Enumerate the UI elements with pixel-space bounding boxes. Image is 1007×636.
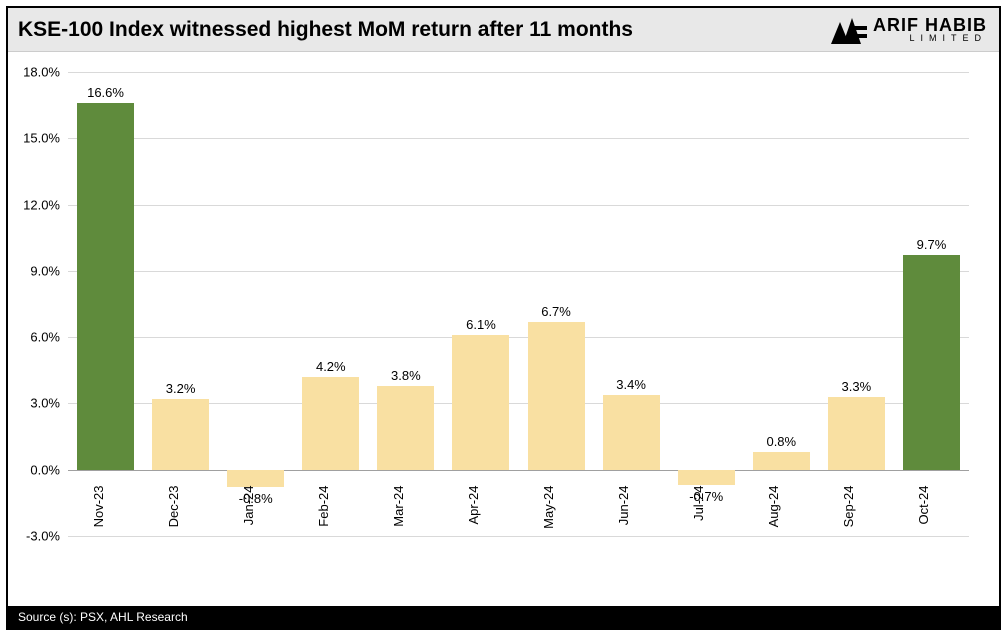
x-tick-label: Apr-24 [466, 485, 481, 524]
chart-title: KSE-100 Index witnessed highest MoM retu… [18, 18, 633, 42]
bar-value-label: 16.6% [87, 85, 124, 100]
y-tick-label: 0.0% [30, 462, 60, 477]
x-tick-label: Mar-24 [391, 485, 406, 526]
bar-value-label: 6.7% [541, 304, 571, 319]
gridline [68, 536, 969, 537]
bar-slot: 3.2% Dec-23 [143, 72, 218, 536]
bar [603, 395, 660, 470]
bar [903, 255, 960, 469]
bar-slot: -0.7%Jul-24 [669, 72, 744, 536]
bar-slot: 6.7% May-24 [519, 72, 594, 536]
bar-slot: 4.2% Feb-24 [293, 72, 368, 536]
logo-icon [831, 16, 867, 44]
chart-frame: KSE-100 Index witnessed highest MoM retu… [6, 6, 1001, 630]
brand-logo: ARIF HABIB LIMITED [831, 16, 987, 44]
bar-value-label: 0.8% [766, 434, 796, 449]
bar-slot: 3.8% Mar-24 [368, 72, 443, 536]
logo-sub: LIMITED [909, 34, 987, 43]
y-tick-label: 18.0% [23, 65, 60, 80]
x-tick-label: Jun-24 [616, 485, 631, 525]
bar-value-label: 3.4% [616, 377, 646, 392]
bar-slot: 9.7% Oct-24 [894, 72, 969, 536]
y-tick-label: 6.0% [30, 330, 60, 345]
bar-value-label: 9.7% [917, 237, 947, 252]
plot-region: -3.0%0.0%3.0%6.0%9.0%12.0%15.0%18.0%16.6… [68, 72, 969, 536]
y-tick-label: 12.0% [23, 197, 60, 212]
x-tick-label: Jan-24 [241, 485, 256, 525]
bar [77, 103, 134, 470]
bar [828, 397, 885, 470]
bar-slot: 6.1% Apr-24 [443, 72, 518, 536]
bar-value-label: 3.2% [166, 381, 196, 396]
logo-text: ARIF HABIB LIMITED [873, 16, 987, 43]
bar [302, 377, 359, 470]
source-text: Source (s): PSX, AHL Research [18, 610, 188, 624]
chart-area: -3.0% 0.0% 3.0% 6.0% 9.0% 12.0% 15.0% 18.0% 16.6… [8, 52, 999, 606]
bar [753, 452, 810, 470]
y-tick-label: 9.0% [30, 263, 60, 278]
bar-value-label: 6.1% [466, 317, 496, 332]
bar-value-label: 3.8% [391, 368, 421, 383]
x-tick-label: Sep-24 [841, 485, 856, 527]
bar [678, 470, 735, 485]
x-tick-label: Dec-23 [166, 485, 181, 527]
logo-main: ARIF HABIB [873, 16, 987, 34]
bar-slot: 3.4% Jun-24 [594, 72, 669, 536]
bar [452, 335, 509, 470]
bar-value-label: 4.2% [316, 359, 346, 374]
x-tick-label: Nov-23 [91, 485, 106, 527]
bar [152, 399, 209, 470]
bar-slot: -0.8%Jan-24 [218, 72, 293, 536]
source-footer: Source (s): PSX, AHL Research [8, 606, 999, 628]
y-tick-label: 15.0% [23, 131, 60, 146]
bar [528, 322, 585, 470]
x-tick-label: Feb-24 [316, 485, 331, 526]
bar-slot: 0.8% Aug-24 [744, 72, 819, 536]
x-tick-label: Oct-24 [916, 485, 931, 524]
bar-slot: 3.3% Sep-24 [819, 72, 894, 536]
y-tick-label: -3.0% [26, 529, 60, 544]
bar-slot: 16.6% Nov-23 [68, 72, 143, 536]
header-bar: KSE-100 Index witnessed highest MoM retu… [8, 8, 999, 52]
bar [377, 386, 434, 470]
y-tick-label: 3.0% [30, 396, 60, 411]
x-tick-label: Jul-24 [691, 485, 706, 520]
x-tick-label: May-24 [541, 485, 556, 528]
bar-value-label: 3.3% [842, 379, 872, 394]
x-tick-label: Aug-24 [766, 485, 781, 527]
